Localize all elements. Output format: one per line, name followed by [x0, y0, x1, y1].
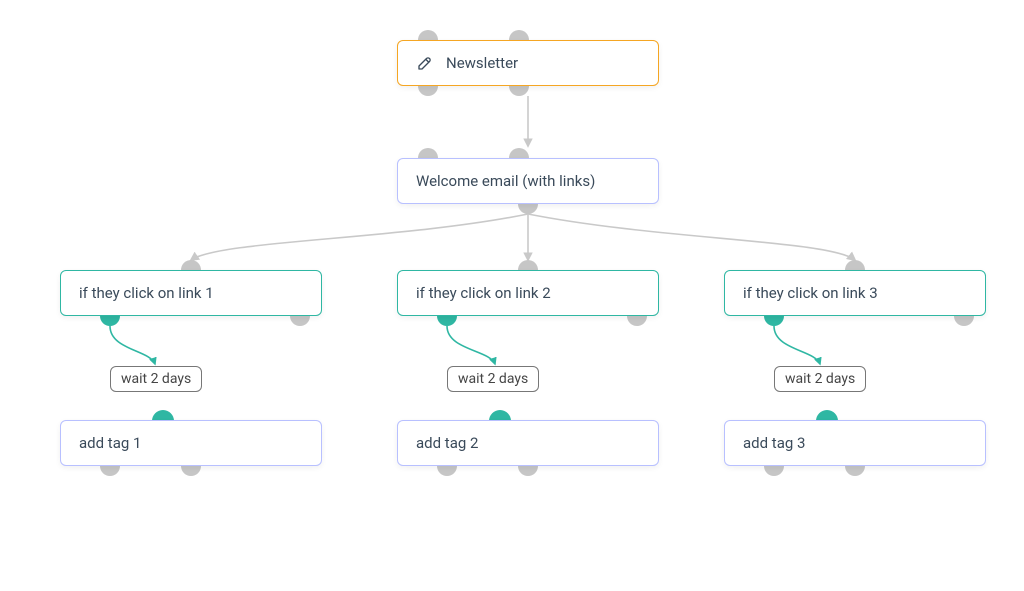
node-label: add tag 3	[743, 434, 805, 452]
edge	[110, 326, 155, 364]
node-add-tag-3[interactable]: add tag 3	[724, 420, 986, 466]
chip-label: wait 2 days	[458, 371, 528, 387]
node-label: Welcome email (with links)	[416, 172, 595, 190]
node-welcome-email[interactable]: Welcome email (with links)	[397, 158, 659, 204]
node-label: add tag 2	[416, 434, 478, 452]
delay-chip-1[interactable]: wait 2 days	[110, 366, 202, 392]
node-newsletter[interactable]: Newsletter	[397, 40, 659, 86]
flow-canvas[interactable]: Newsletter Welcome email (with links) if…	[0, 0, 1024, 591]
node-label: Newsletter	[446, 54, 518, 72]
edge	[528, 214, 855, 260]
node-label: add tag 1	[79, 434, 141, 452]
node-condition-2[interactable]: if they click on link 2	[397, 270, 659, 316]
chip-label: wait 2 days	[121, 371, 191, 387]
edit-icon	[416, 54, 434, 72]
chip-label: wait 2 days	[785, 371, 855, 387]
delay-chip-2[interactable]: wait 2 days	[447, 366, 539, 392]
edge	[447, 326, 495, 364]
node-label: if they click on link 1	[79, 284, 214, 302]
edge	[191, 214, 528, 260]
node-condition-3[interactable]: if they click on link 3	[724, 270, 986, 316]
edge	[774, 326, 820, 364]
node-label: if they click on link 3	[743, 284, 878, 302]
node-condition-1[interactable]: if they click on link 1	[60, 270, 322, 316]
node-label: if they click on link 2	[416, 284, 551, 302]
delay-chip-3[interactable]: wait 2 days	[774, 366, 866, 392]
node-add-tag-2[interactable]: add tag 2	[397, 420, 659, 466]
node-add-tag-1[interactable]: add tag 1	[60, 420, 322, 466]
